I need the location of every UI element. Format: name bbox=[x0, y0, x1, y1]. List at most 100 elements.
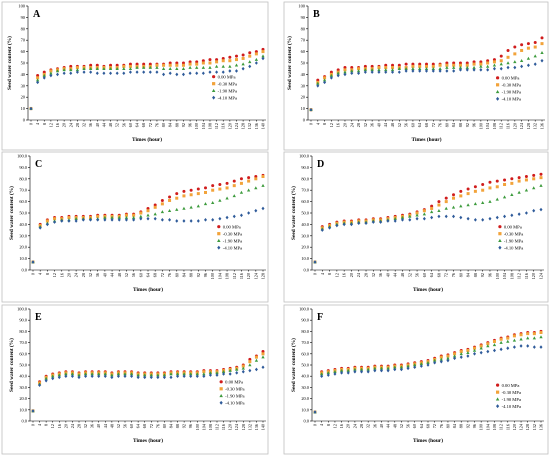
y-tick-label: 70.0 bbox=[301, 188, 309, 193]
data-point bbox=[424, 66, 429, 70]
data-point bbox=[204, 186, 207, 190]
legend-marker bbox=[496, 390, 500, 394]
data-point bbox=[55, 69, 60, 73]
data-point bbox=[44, 376, 48, 380]
x-tick-label: 112 bbox=[215, 424, 220, 430]
data-point bbox=[466, 187, 470, 191]
data-point bbox=[189, 372, 193, 376]
data-point bbox=[459, 204, 463, 208]
y-tick-label: 0.0 bbox=[22, 268, 28, 273]
data-point bbox=[512, 338, 517, 342]
data-point bbox=[377, 66, 381, 70]
x-tick-label: 116 bbox=[524, 273, 529, 279]
x-tick-label: 88 bbox=[459, 424, 464, 428]
data-point bbox=[168, 61, 172, 65]
data-point bbox=[181, 72, 185, 77]
legend-label: 0.00 MPa bbox=[504, 224, 522, 229]
y-tick-label: 0 bbox=[303, 118, 306, 123]
data-point bbox=[465, 63, 469, 67]
data-point bbox=[261, 365, 265, 370]
y-tick-label: 90.0 bbox=[301, 318, 309, 323]
x-tick-label: 108 bbox=[208, 424, 213, 430]
y-tick-label: 80.0 bbox=[19, 329, 27, 334]
data-point bbox=[175, 63, 179, 67]
x-tick-label: 40 bbox=[102, 273, 107, 277]
data-point bbox=[452, 65, 456, 69]
legend-label: -4.10 MPa bbox=[223, 245, 242, 250]
data-point bbox=[195, 71, 199, 76]
data-point bbox=[503, 178, 507, 182]
data-point bbox=[208, 373, 212, 377]
data-point bbox=[406, 366, 410, 371]
data-point bbox=[261, 183, 265, 187]
data-point bbox=[143, 375, 147, 380]
data-point bbox=[339, 368, 344, 372]
data-point bbox=[320, 374, 324, 378]
y-tick-label: 0.0 bbox=[304, 268, 310, 273]
x-tick-label: 0 bbox=[313, 273, 318, 275]
x-tick-label: 100 bbox=[479, 424, 484, 430]
data-point bbox=[363, 70, 367, 74]
data-point bbox=[446, 358, 450, 363]
data-point bbox=[329, 73, 334, 77]
x-tick-label: 112 bbox=[517, 273, 522, 279]
data-point bbox=[371, 220, 375, 224]
x-tick-label: 24 bbox=[68, 122, 73, 127]
data-point bbox=[182, 372, 186, 376]
data-point bbox=[499, 337, 503, 341]
x-tick-label: 132 bbox=[533, 123, 538, 129]
data-point bbox=[357, 67, 361, 71]
x-tick-label: 108 bbox=[492, 424, 497, 430]
data-point bbox=[316, 84, 320, 88]
y-tick-label: 0.0 bbox=[304, 419, 310, 424]
data-point bbox=[486, 349, 490, 354]
data-point bbox=[432, 358, 437, 362]
y-tick-label: 10 bbox=[21, 106, 26, 111]
data-point bbox=[208, 371, 213, 375]
x-tick-label: 24 bbox=[352, 423, 357, 428]
x-tick-label: 140 bbox=[261, 424, 266, 430]
data-point bbox=[506, 346, 510, 350]
data-point bbox=[247, 176, 251, 180]
data-point bbox=[437, 214, 441, 219]
x-tick-label: 108 bbox=[225, 273, 230, 279]
y-tick-label: 20.0 bbox=[19, 396, 27, 401]
data-point bbox=[503, 214, 507, 219]
data-point bbox=[418, 64, 422, 68]
y-axis-title: Seed water content (%) bbox=[290, 338, 297, 392]
x-tick-label: 40 bbox=[385, 273, 390, 277]
data-point bbox=[495, 179, 499, 183]
y-axis-title: Seed water content (%) bbox=[8, 338, 15, 392]
data-point bbox=[408, 214, 412, 218]
data-point bbox=[391, 63, 395, 67]
data-point bbox=[486, 344, 490, 348]
data-point bbox=[404, 69, 408, 73]
data-point bbox=[44, 378, 48, 383]
data-point bbox=[168, 195, 172, 199]
data-point bbox=[466, 354, 470, 358]
data-point bbox=[84, 374, 88, 378]
data-point bbox=[254, 177, 258, 181]
data-point bbox=[517, 212, 521, 216]
data-point bbox=[181, 66, 186, 70]
data-point bbox=[379, 366, 384, 370]
series-3 bbox=[29, 54, 265, 110]
data-point bbox=[146, 209, 150, 213]
data-point bbox=[160, 210, 165, 214]
data-point bbox=[201, 65, 205, 69]
data-point bbox=[439, 359, 443, 364]
data-point bbox=[109, 63, 113, 67]
data-point bbox=[202, 372, 206, 376]
data-point bbox=[350, 66, 354, 70]
x-tick-label: 96 bbox=[472, 424, 477, 428]
data-point bbox=[336, 71, 340, 75]
data-point bbox=[181, 63, 185, 67]
data-point bbox=[234, 69, 238, 73]
data-point bbox=[430, 215, 434, 220]
data-point bbox=[232, 214, 236, 219]
x-tick-label: 108 bbox=[492, 123, 497, 129]
data-point bbox=[444, 196, 448, 200]
data-point bbox=[182, 219, 186, 223]
data-point bbox=[64, 372, 68, 376]
y-tick-label: 70 bbox=[301, 38, 306, 43]
